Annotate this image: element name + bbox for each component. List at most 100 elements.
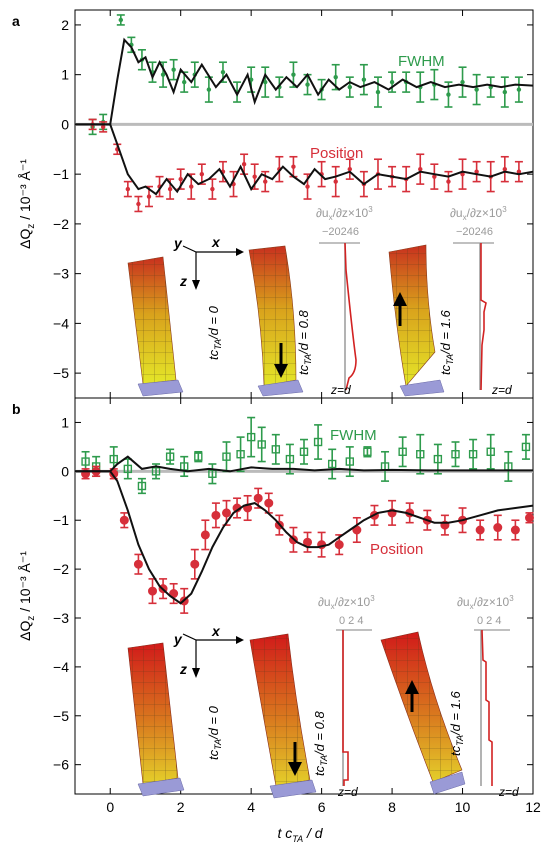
fwhm-point [521, 442, 531, 452]
panel-b-frame [74, 397, 534, 795]
position-point [418, 166, 423, 172]
panel-b-label: b [12, 401, 21, 417]
position-point [119, 515, 129, 525]
label-b-t1: tcTA/d = 0.8 [312, 711, 329, 776]
position-point [146, 194, 152, 199]
strain-inset-1: ∂ux/∂z×103 −20246 z=d [316, 205, 373, 397]
position-point [264, 498, 274, 508]
fwhm-point [151, 467, 161, 476]
y-tick-label: 2 [61, 17, 69, 33]
fwhm-point [345, 457, 354, 466]
fwhm-point [398, 447, 407, 456]
panel-a-plot: FWHM Position [75, 14, 534, 213]
position-point [178, 176, 183, 182]
position-point [333, 179, 338, 184]
axis-z-label: z [179, 273, 187, 289]
axis-x-label: x [211, 234, 221, 250]
fwhm-point [81, 457, 90, 466]
y-tick-label: −1 [53, 166, 69, 182]
svg-text:0 2 4: 0 2 4 [477, 615, 501, 627]
y-tick-label: 0 [61, 116, 69, 132]
fwhm-point [222, 452, 231, 461]
panel-b-y-ticks: 1 0 −1 −2 −3 −4 −5 −6 [53, 414, 533, 773]
fwhm-point [194, 452, 203, 461]
strain-inset-2: ∂ux/∂z×103 −20246 z=d [450, 205, 512, 397]
svg-text:∂ux/∂z×103: ∂ux/∂z×103 [318, 594, 375, 611]
fwhm-point [160, 72, 166, 77]
panel-a-x-ticks [109, 10, 534, 398]
x-tick-label: 4 [247, 799, 255, 815]
panel-a-y-ticks: 2 1 0 −1 −2 −3 −4 −5 [53, 17, 533, 381]
y-tick-label: −2 [53, 561, 69, 577]
position-point [189, 184, 194, 189]
fwhm-point [118, 17, 124, 23]
strain-inset-b1: ∂ux/∂z×103 0 2 4 z=d [318, 594, 375, 799]
svg-text:−20246: −20246 [456, 226, 493, 238]
y-tick-label: −2 [53, 216, 69, 232]
panel-a-y-axis-label: ΔQz / 10⁻³ Å⁻¹ [17, 159, 37, 249]
y-tick-label: −3 [53, 266, 69, 282]
position-point [291, 164, 296, 169]
position-point [211, 510, 221, 520]
svg-text:∂ux/∂z×103: ∂ux/∂z×103 [457, 594, 514, 611]
fwhm-point [313, 437, 323, 447]
svg-text:∂ux/∂z×103: ∂ux/∂z×103 [450, 205, 507, 222]
fwhm-point [433, 454, 443, 464]
position-point [516, 169, 522, 174]
panel-b-x-ticks: 0 2 4 6 8 10 12 [106, 398, 541, 815]
svg-text:z=d: z=d [491, 383, 512, 397]
fwhm-point [363, 447, 372, 456]
fwhm-point [502, 89, 508, 95]
fwhm-point [460, 79, 465, 85]
y-tick-label: −4 [53, 659, 69, 675]
fwhm-point [451, 450, 460, 459]
panel-a-insets: y x z tcTA/d = 0 tcTA/d = 0.8 ∂ux/∂z×1 [127, 205, 512, 397]
y-tick-label: 0 [61, 463, 69, 479]
panel-a-label: a [12, 13, 20, 29]
fwhm-point [109, 454, 118, 464]
position-simulation-line [75, 470, 534, 605]
position-point [125, 186, 131, 192]
fwhm-point [375, 89, 381, 95]
fwhm-point [347, 84, 352, 90]
x-tick-label: 10 [455, 799, 471, 815]
position-point [221, 508, 231, 518]
coord-axes: y x z [173, 234, 244, 290]
position-point [493, 523, 503, 533]
y-tick-label: 1 [61, 67, 69, 83]
label-t2: tcTA/d = 1.6 [438, 310, 455, 375]
x-tick-label: 12 [525, 799, 541, 815]
svg-text:0 2 4: 0 2 4 [339, 615, 363, 627]
fwhm-point [333, 74, 338, 80]
position-series-label: Position [310, 145, 363, 162]
panel-b-plot: FWHM Position [75, 416, 534, 614]
y-tick-label: −5 [53, 708, 69, 724]
position-point [502, 166, 508, 172]
fwhm-simulation-line [75, 37, 534, 126]
bar-t0 [127, 256, 184, 397]
fwhm-point [516, 87, 522, 92]
fwhm-point [486, 447, 495, 456]
svg-text:z=d: z=d [337, 785, 358, 799]
panel-b: b 10−1−2−3−4−5−6 0 2 4 6 8 10 12 ΔQz / 10⁻³ Å⁻… [12, 397, 541, 815]
y-tick-label: −1 [53, 512, 69, 528]
position-point [241, 162, 247, 167]
svg-text:z=d: z=d [330, 383, 351, 397]
fwhm-point [361, 77, 367, 82]
fwhm-point [291, 72, 296, 77]
x-axis-label: t cTA / d [277, 825, 323, 844]
axis-x-label-b: x [211, 623, 221, 639]
position-point [167, 186, 173, 192]
fwhm-point [236, 450, 245, 459]
bar-t1: tcTA/d = 0.8 [248, 245, 313, 397]
position-point [446, 179, 451, 184]
fwhm-point [327, 459, 337, 469]
strain-inset-b2: ∂ux/∂z×103 0 2 4 z=d [457, 594, 519, 799]
fwhm-point [220, 69, 226, 75]
x-tick-label: 2 [177, 799, 185, 815]
position-point [475, 525, 485, 535]
position-point [432, 174, 437, 179]
fwhm-point [182, 79, 187, 85]
y-tick-label: −5 [53, 365, 69, 381]
